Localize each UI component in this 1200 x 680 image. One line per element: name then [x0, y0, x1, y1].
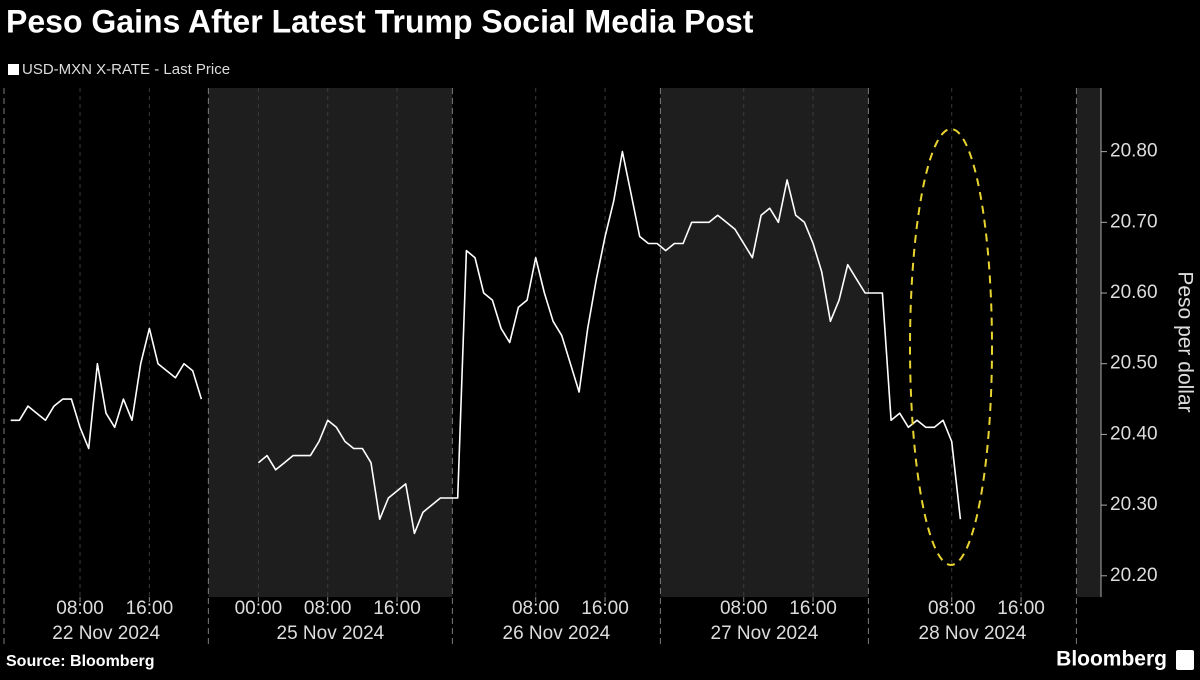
x-date-label: 22 Nov 2024 — [52, 623, 160, 644]
y-tick-label: 20.40 — [1110, 423, 1158, 444]
y-tick-label: 20.70 — [1110, 211, 1158, 232]
background-layer — [3, 88, 1101, 645]
highlight-ellipse — [909, 128, 993, 566]
price-line — [10, 150, 962, 535]
x-tick-label: 16:00 — [581, 598, 629, 619]
y-axis-title: Peso per dollar — [1173, 271, 1196, 412]
x-tick-label: 16:00 — [789, 598, 837, 619]
x-date-label: 25 Nov 2024 — [277, 623, 385, 644]
chart-title: Peso Gains After Latest Trump Social Med… — [6, 3, 754, 39]
x-tick-label: 08:00 — [304, 598, 352, 619]
x-tick-label: 16:00 — [373, 598, 421, 619]
x-tick-label: 08:00 — [928, 598, 976, 619]
legend-label: USD-MXN X-RATE - Last Price — [22, 61, 230, 78]
brand-icon — [1176, 650, 1194, 670]
day-shade — [1076, 88, 1101, 597]
y-tick-label: 20.20 — [1110, 565, 1158, 586]
x-tick-label: 08:00 — [56, 598, 104, 619]
y-tick-label: 20.80 — [1110, 141, 1158, 162]
y-tick-label: 20.50 — [1110, 353, 1158, 374]
x-date-label: 27 Nov 2024 — [711, 623, 819, 644]
y-tick-label: 20.30 — [1110, 494, 1158, 515]
day-shade — [208, 88, 453, 597]
source-note: Source: Bloomberg — [6, 653, 154, 670]
x-date-label: 26 Nov 2024 — [503, 623, 611, 644]
day-shade — [660, 88, 869, 597]
x-tick-label: 16:00 — [126, 598, 174, 619]
legend-swatch — [8, 64, 19, 75]
y-tick-label: 20.60 — [1110, 282, 1158, 303]
brand-logo: Bloomberg — [1056, 648, 1167, 671]
x-tick-label: 08:00 — [720, 598, 768, 619]
x-date-label: 28 Nov 2024 — [919, 623, 1027, 644]
x-tick-label: 16:00 — [997, 598, 1045, 619]
x-tick-label: 08:00 — [512, 598, 560, 619]
x-tick-label: 00:00 — [235, 598, 283, 619]
